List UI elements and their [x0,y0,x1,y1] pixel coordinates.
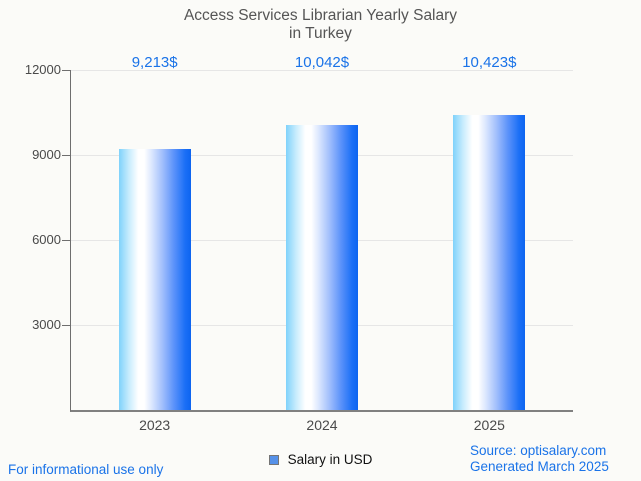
bar-2024 [286,125,358,410]
x-tick-label-2023: 2023 [139,417,171,433]
bar-2023 [118,148,191,410]
plot-area: 3000 6000 9000 12000 9,213$ 2023 10,042$ 2024 10… [25,54,573,433]
chart-title-line1: Access Services Librarian Yearly Salary [183,7,458,24]
y-tick-label-6000: 6000 [32,232,61,247]
y-tick-label-9000: 9000 [32,147,61,162]
gridline-12000 [71,70,573,71]
y-tick-label-12000: 12000 [24,62,61,77]
bar-value-label-2024: 10,042$ [294,54,350,71]
y-tick-mark-6000 [62,240,71,241]
bar-value-label-2025: 10,423$ [462,54,517,71]
bar-value-label-2023: 9,213$ [131,54,178,71]
chart-title: Access Services Librarian Yearly Salary … [0,7,641,43]
y-tick-mark-3000 [62,325,71,326]
disclaimer-text: For informational use only [8,462,164,477]
source-block: Source: optisalary.com Generated March 2… [470,443,609,475]
legend-label: Salary in USD [287,452,373,467]
source-text: Source: optisalary.com [470,443,607,458]
x-tick-label-2025: 2025 [473,417,505,433]
legend-swatch-icon [268,454,279,465]
generated-text: Generated March 2025 [470,459,609,474]
chart-legend[interactable]: Salary in USD [0,452,641,467]
x-tick-label-2024: 2024 [306,417,338,433]
y-tick-mark-9000 [62,155,71,156]
y-tick-label-3000: 3000 [32,317,61,332]
chart-title-line2: in Turkey [289,25,352,42]
y-tick-mark-12000 [62,70,71,71]
bar-2025 [453,114,526,410]
